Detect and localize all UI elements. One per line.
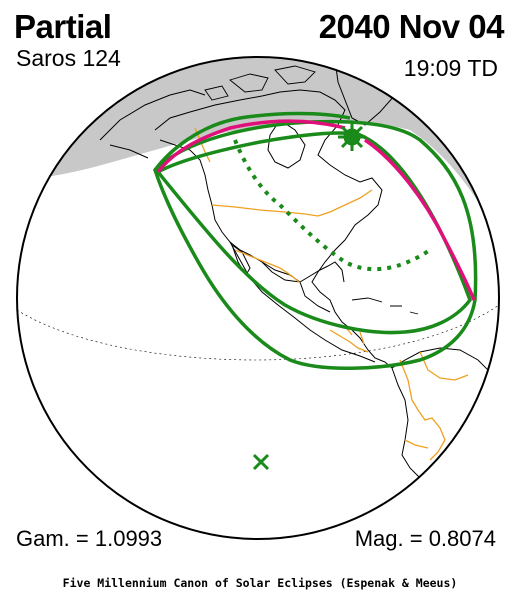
sunset-curve-west bbox=[156, 119, 346, 174]
us-mexico-border bbox=[234, 249, 301, 284]
equator-line bbox=[17, 304, 499, 361]
south-america-coastline bbox=[391, 347, 499, 499]
penumbra-outer-limit bbox=[152, 119, 478, 370]
caribbean-islands-coast bbox=[351, 297, 419, 315]
north-america-coastline bbox=[154, 89, 393, 369]
baja-california-coast bbox=[231, 243, 251, 276]
globe-outline bbox=[16, 56, 500, 540]
gamma-value: Gam. = 1.0993 bbox=[16, 526, 163, 551]
magnitude-value: Mag. = 0.8074 bbox=[354, 526, 496, 551]
sunset-curve-east bbox=[364, 138, 476, 301]
saros-number: Saros 124 bbox=[16, 45, 121, 71]
eclipse-date: 2040 Nov 04 bbox=[318, 8, 505, 45]
arctic-islands-coast bbox=[204, 65, 316, 101]
south-america-borders bbox=[399, 351, 469, 461]
max-eclipse-dotted-line bbox=[233, 139, 432, 272]
hudson-bay-coast bbox=[267, 119, 306, 169]
gulf-coast bbox=[261, 261, 345, 313]
penumbra-inner-limit bbox=[155, 131, 472, 335]
siberia-coast bbox=[99, 89, 206, 159]
canada-us-border bbox=[211, 189, 373, 217]
sub-solar-point-x-icon bbox=[252, 453, 270, 471]
eclipse-type-title: Partial bbox=[14, 8, 112, 45]
greatest-eclipse-marker-icon bbox=[338, 123, 366, 151]
greatest-eclipse-time: 19:09 TD bbox=[403, 55, 498, 81]
night-shade-region bbox=[17, 57, 499, 260]
canon-credit-footer: Five Millennium Canon of Solar Eclipses … bbox=[62, 576, 458, 590]
northern-green-arc bbox=[153, 111, 351, 172]
